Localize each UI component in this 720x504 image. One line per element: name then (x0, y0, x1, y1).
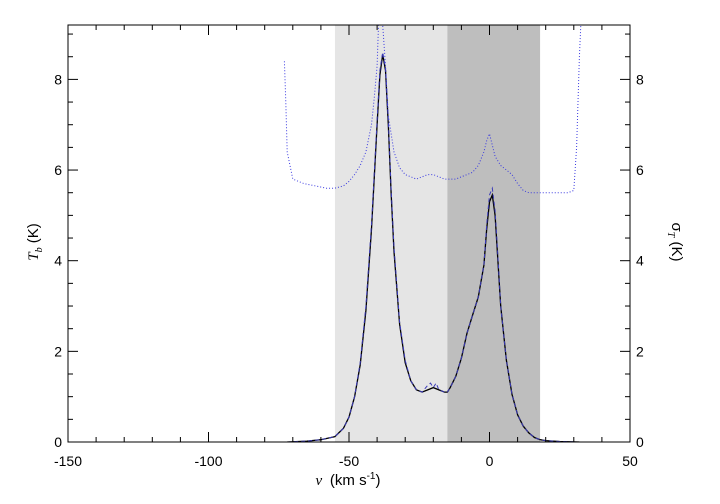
series-layer (283, 24, 582, 442)
y-tick-label-right: 6 (636, 162, 644, 178)
y-tick-label-right: 8 (636, 71, 644, 87)
y-tick-label-left: 0 (54, 434, 62, 450)
y-tick-label-left: 8 (54, 71, 62, 87)
x-tick-label: 0 (486, 453, 494, 469)
shaded-regions (334, 25, 541, 442)
y-tick-label-right: 0 (636, 434, 644, 450)
y-tick-label-right: 4 (636, 253, 644, 269)
x-tick-label: -100 (194, 453, 222, 469)
x-axis-label: v (km s-1) (316, 471, 381, 489)
y-tick-label-left: 4 (54, 253, 62, 269)
series-line-dashed (287, 52, 580, 442)
x-tick-label: -150 (54, 453, 82, 469)
x-tick-label: -50 (339, 453, 359, 469)
y-tick-label-right: 2 (636, 343, 644, 359)
y-tick-label-left: 6 (54, 162, 62, 178)
y-tick-label-left: 2 (54, 343, 62, 359)
shaded-region-1 (334, 25, 448, 442)
shaded-region-2 (447, 25, 541, 442)
y-axis-right-label: σT (K) (665, 223, 685, 262)
x-tick-label: 50 (622, 453, 638, 469)
y-axis-left-label: Tb (K) (25, 223, 45, 261)
ticks: -150 -100 -50 0 50 0 2 4 6 8 0 2 4 6 8 (54, 25, 644, 469)
